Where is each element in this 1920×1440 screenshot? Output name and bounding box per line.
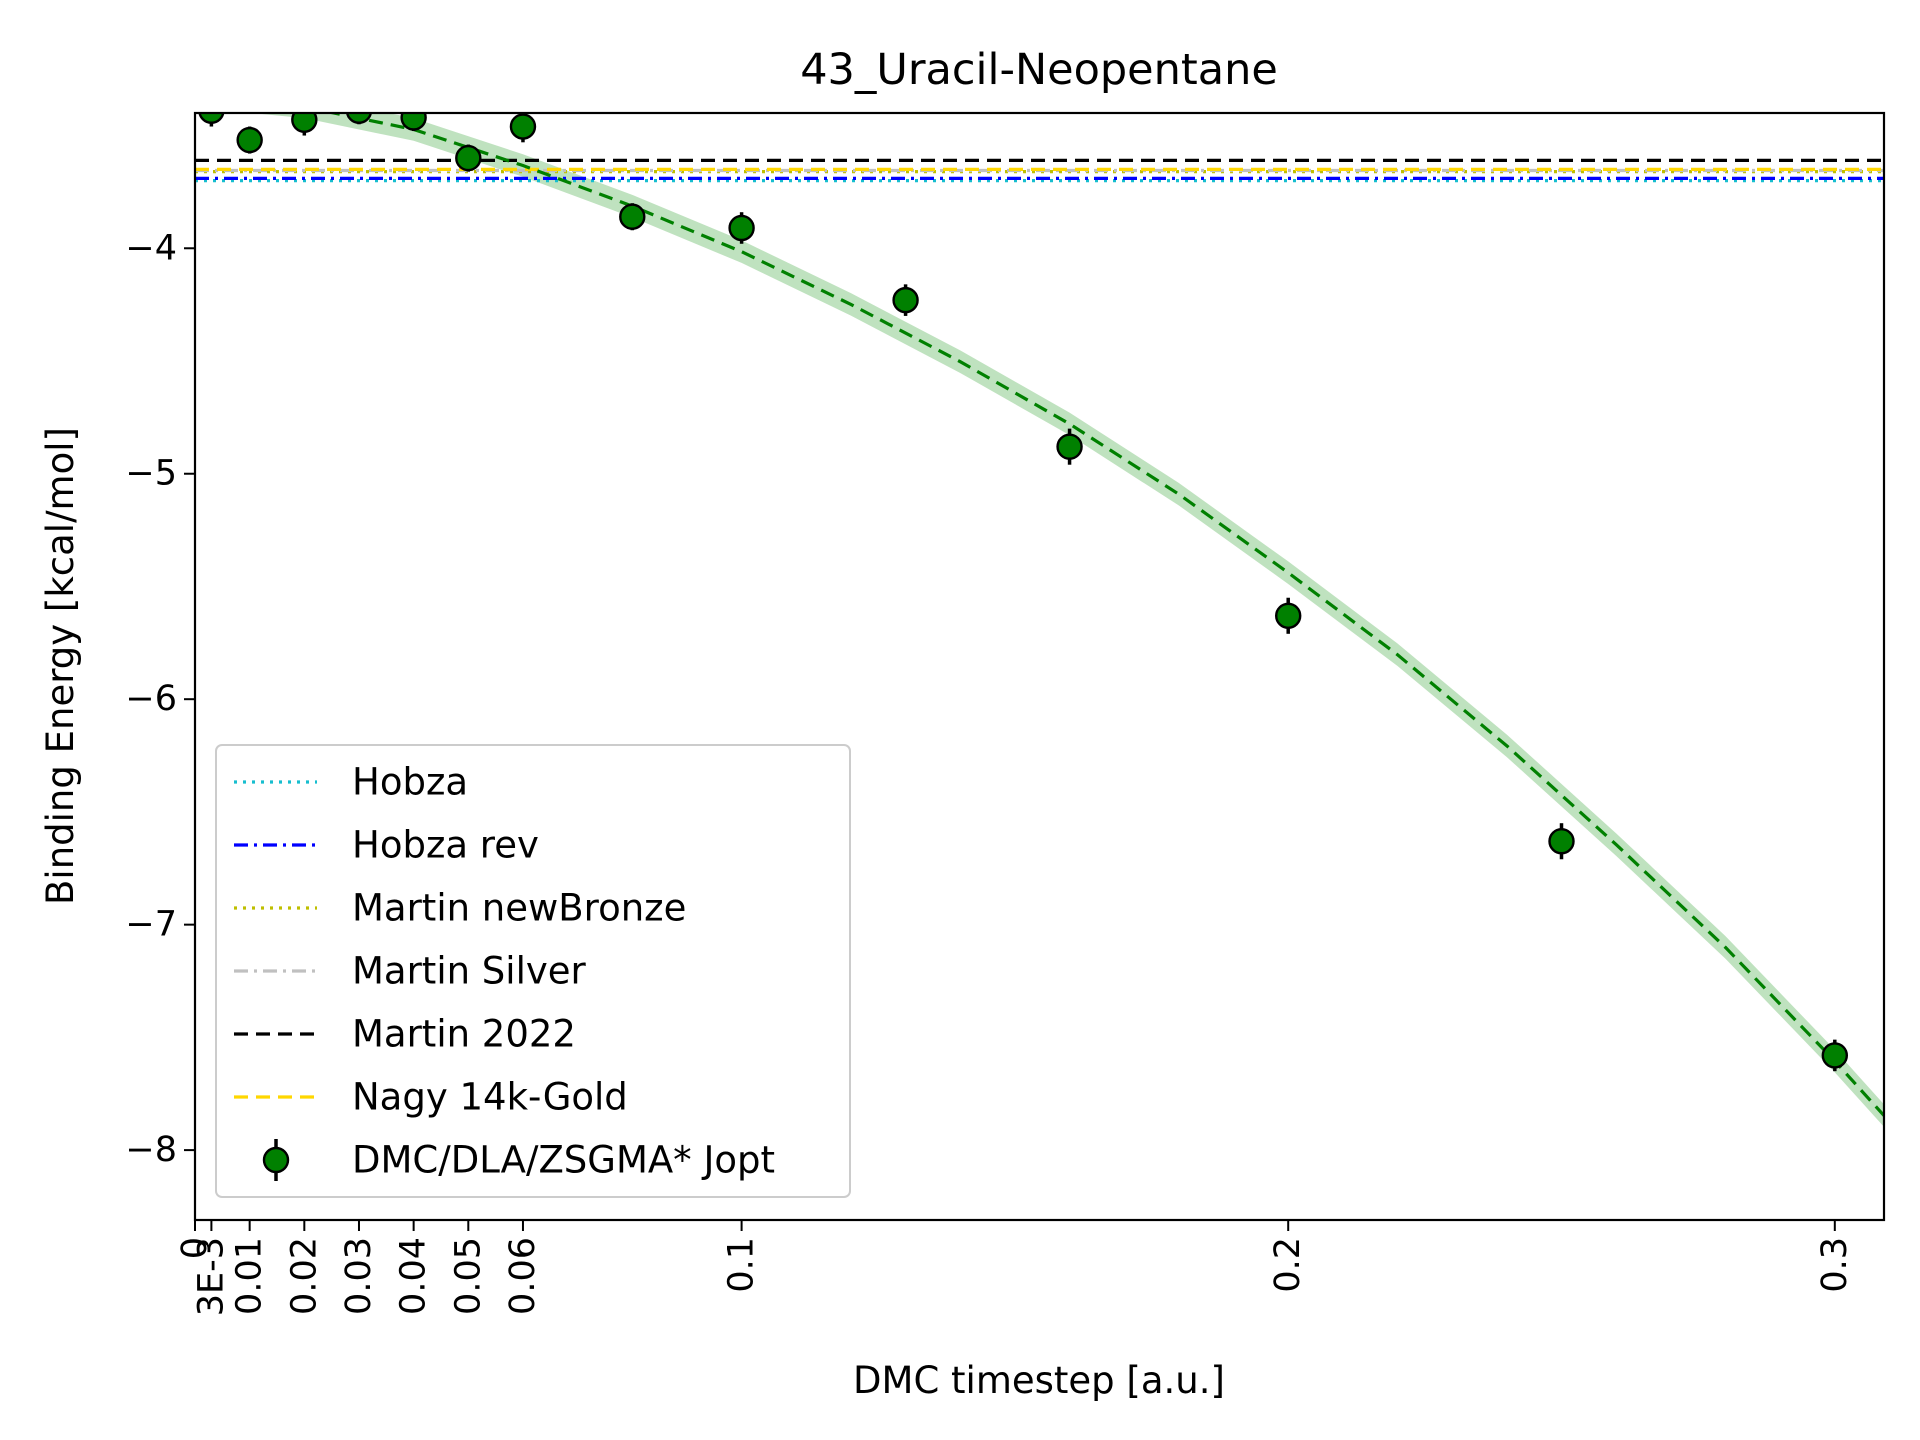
x-tick-label-0: 0 — [175, 1237, 215, 1259]
data-point-7 — [619, 203, 646, 230]
legend-label-4: Martin 2022 — [352, 1013, 576, 1056]
data-point-4 — [400, 113, 427, 131]
data-point-13 — [1821, 1042, 1849, 1069]
data-point-11 — [1275, 602, 1302, 629]
x-tick-label-9: 0.2 — [1268, 1237, 1308, 1293]
plot-area — [195, 113, 1884, 1127]
data-point-12 — [1548, 828, 1575, 855]
x-tick-label-4: 0.03 — [339, 1237, 379, 1315]
legend-marker-swatch — [262, 1146, 290, 1174]
x-tick-label-10: 0.3 — [1815, 1237, 1855, 1293]
legend-label-2: Martin newBronze — [352, 887, 686, 930]
plot-clipped — [195, 113, 1884, 1127]
y-tick-label-4: −8 — [125, 1130, 177, 1170]
data-point-8 — [728, 214, 755, 242]
legend-label-6: DMC/DLA/ZSGMA* Jopt — [352, 1139, 775, 1182]
x-axis-label: DMC timestep [a.u.] — [853, 1359, 1225, 1402]
y-axis: −4 −5 −6 −7 −8 — [125, 228, 195, 1170]
legend-label-3: Martin Silver — [352, 950, 587, 993]
data-point-2 — [291, 113, 318, 133]
y-tick-label-0: −4 — [125, 228, 177, 268]
data-point-5 — [455, 144, 482, 172]
legend-label-0: Hobza — [352, 761, 468, 804]
x-tick-label-3: 0.02 — [284, 1237, 324, 1315]
legend-box — [215, 744, 851, 1198]
y-tick-label-1: −5 — [125, 454, 177, 494]
data-point-1 — [236, 126, 263, 154]
x-tick-label-7: 0.06 — [503, 1237, 543, 1315]
chart-title: 43_Uracil-Neopentane — [800, 45, 1278, 95]
x-tick-label-2: 0.01 — [230, 1237, 270, 1315]
legend-label-5: Nagy 14k-Gold — [352, 1076, 628, 1119]
data-point-9 — [892, 286, 919, 314]
y-tick-label-3: −7 — [125, 905, 177, 945]
fit-curve — [325, 113, 1884, 1117]
x-tick-label-1: 3E-3 — [191, 1237, 231, 1316]
x-axis: 03E-30.01 0.02 0.03 0.04 0.05 0.06 0.1 0.2 0.3 — [175, 1220, 1855, 1316]
y-tick-label-2: −6 — [125, 679, 177, 719]
x-tick-label-8: 0.1 — [722, 1237, 762, 1293]
data-point-10 — [1056, 433, 1083, 460]
data-point-6 — [509, 113, 537, 140]
axes-frame — [193, 111, 1886, 1222]
x-tick-label-5: 0.04 — [394, 1237, 434, 1315]
legend: Hobza Hobza rev Martin newBronze Martin Sil… — [215, 744, 851, 1198]
x-tick-label-6: 0.05 — [448, 1237, 488, 1315]
data-point-3 — [345, 113, 372, 124]
legend-label-1: Hobza rev — [352, 824, 539, 867]
y-axis-label: Binding Energy [kcal/mol] — [39, 427, 82, 905]
data-point-0 — [198, 113, 225, 124]
